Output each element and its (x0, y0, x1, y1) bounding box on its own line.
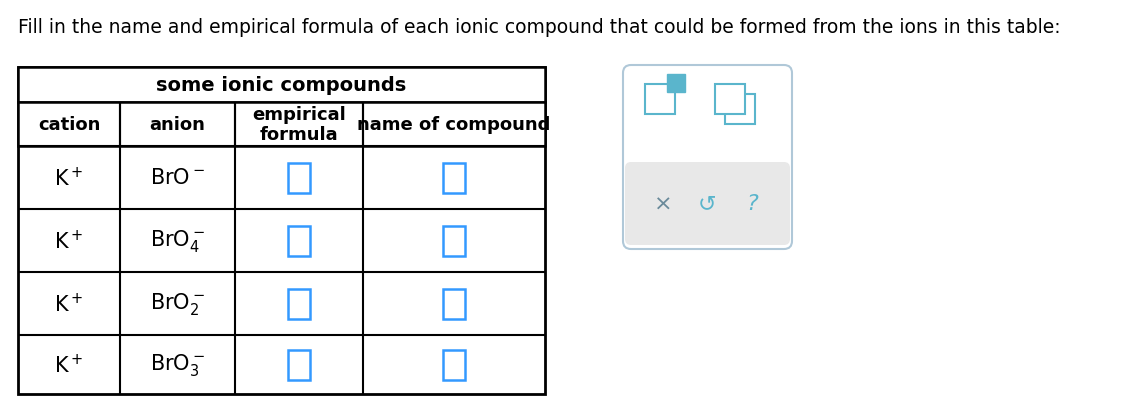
Bar (288, 226, 310, 256)
Text: BrO$_4^-$: BrO$_4^-$ (150, 228, 205, 254)
Text: BrO$^-$: BrO$^-$ (150, 168, 205, 188)
Text: ↺: ↺ (698, 194, 716, 214)
Text: K$^+$: K$^+$ (54, 292, 84, 315)
Text: BrO$_3^-$: BrO$_3^-$ (150, 352, 205, 378)
Text: anion: anion (149, 116, 206, 134)
Bar (443, 226, 466, 256)
Text: empirical
formula: empirical formula (252, 106, 346, 144)
Text: K$^+$: K$^+$ (54, 353, 84, 376)
Bar (645, 85, 675, 115)
Bar (443, 289, 466, 319)
Bar (18, 68, 545, 394)
Text: some ionic compounds: some ionic compounds (156, 76, 407, 95)
FancyBboxPatch shape (623, 66, 792, 249)
Text: ×: × (653, 194, 672, 214)
Text: name of compound: name of compound (357, 116, 550, 134)
Bar (288, 350, 310, 380)
Text: Fill in the name and empirical formula of each ionic compound that could be form: Fill in the name and empirical formula o… (18, 18, 1061, 37)
Text: K$^+$: K$^+$ (54, 166, 84, 190)
FancyBboxPatch shape (625, 163, 790, 245)
Bar (443, 350, 466, 380)
Bar (288, 289, 310, 319)
Bar (288, 163, 310, 193)
Bar (667, 75, 685, 93)
Bar (18, 68, 545, 103)
Text: ?: ? (746, 194, 758, 214)
Text: cation: cation (37, 116, 101, 134)
Text: K$^+$: K$^+$ (54, 229, 84, 252)
Text: BrO$_2^-$: BrO$_2^-$ (150, 291, 205, 317)
Bar (18, 103, 545, 147)
Bar (443, 163, 466, 193)
Bar (725, 95, 755, 125)
Bar (715, 85, 745, 115)
